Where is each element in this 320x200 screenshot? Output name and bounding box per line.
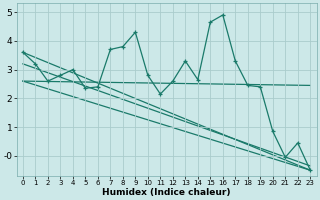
X-axis label: Humidex (Indice chaleur): Humidex (Indice chaleur) xyxy=(102,188,231,197)
